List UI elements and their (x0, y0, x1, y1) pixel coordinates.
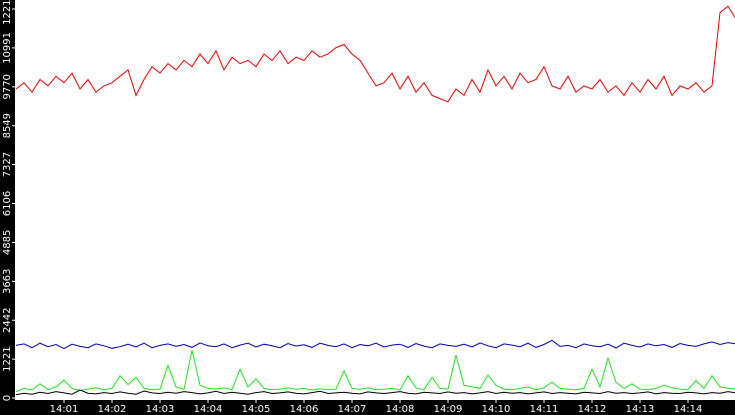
x-tick-label: 14:13 (626, 404, 655, 415)
x-tick-label: 14:10 (482, 404, 511, 415)
x-tick-label: 14:11 (530, 404, 559, 415)
series-line (15, 5, 735, 103)
x-tick-label: 14:01 (50, 404, 79, 415)
series-line (15, 339, 735, 350)
y-axis-strip (0, 0, 15, 415)
x-tick-label: 14:06 (290, 404, 319, 415)
series-line (15, 350, 735, 393)
y-tick-label: 7327 (2, 152, 13, 177)
series-line (15, 389, 735, 396)
x-tick-label: 14:05 (242, 404, 271, 415)
x-tick-label: 14:08 (386, 404, 415, 415)
x-tick-label: 14:12 (578, 404, 607, 415)
y-tick-label: 3663 (2, 269, 13, 294)
y-tick-label: 1221 (2, 346, 13, 371)
x-axis-strip (0, 400, 735, 415)
y-tick-label: 2442 (2, 307, 13, 332)
y-tick-label: 12213 (2, 0, 13, 25)
x-tick-label: 14:09 (434, 404, 463, 415)
x-tick-label: 14:02 (98, 404, 127, 415)
x-tick-label: 14:07 (338, 404, 367, 415)
y-tick-label: 0 (2, 395, 13, 401)
y-tick-label: 4885 (2, 230, 13, 255)
y-tick-label: 10991 (2, 32, 13, 64)
x-tick-label: 14:03 (146, 404, 175, 415)
x-tick-label: 14:14 (674, 404, 703, 415)
y-tick-label: 9770 (2, 74, 13, 99)
x-tick-label: 14:04 (194, 404, 223, 415)
y-tick-label: 8549 (2, 113, 13, 138)
y-tick-label: 6106 (2, 191, 13, 216)
